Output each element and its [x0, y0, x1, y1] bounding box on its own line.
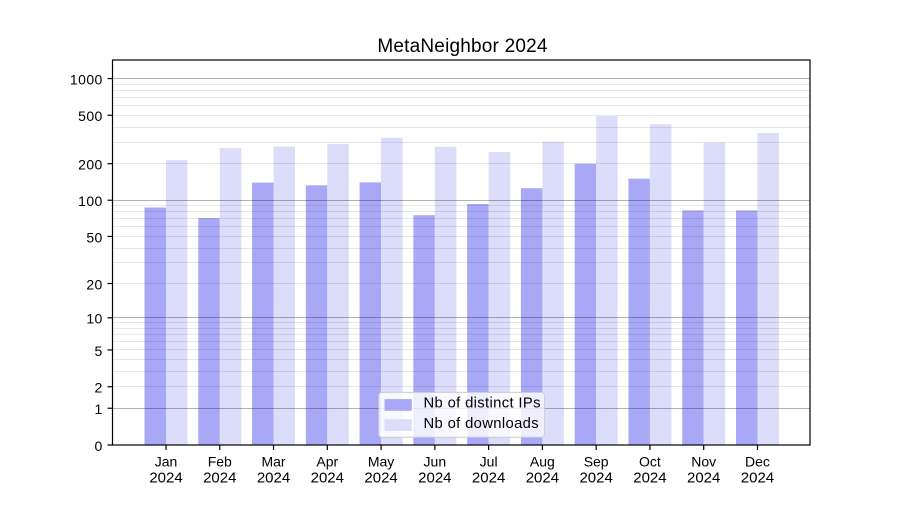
svg-text:Feb: Feb	[208, 453, 232, 469]
svg-text:200: 200	[78, 157, 103, 173]
svg-text:2024: 2024	[687, 469, 720, 486]
svg-text:100: 100	[78, 193, 103, 209]
svg-text:2: 2	[95, 380, 103, 396]
svg-text:2024: 2024	[741, 469, 774, 486]
svg-text:Dec: Dec	[745, 453, 770, 469]
svg-text:2024: 2024	[418, 469, 451, 486]
svg-text:Oct: Oct	[639, 453, 661, 469]
svg-text:500: 500	[78, 108, 103, 124]
svg-text:2024: 2024	[364, 469, 397, 486]
svg-text:2024: 2024	[579, 469, 612, 486]
svg-text:Nb of distinct IPs: Nb of distinct IPs	[424, 396, 541, 412]
svg-text:Jan: Jan	[155, 453, 178, 469]
svg-text:Jul: Jul	[480, 453, 498, 469]
svg-text:Nb of downloads: Nb of downloads	[424, 416, 539, 432]
svg-text:Jun: Jun	[424, 453, 447, 469]
svg-text:2024: 2024	[633, 469, 666, 486]
svg-text:20: 20	[86, 276, 102, 292]
svg-text:Mar: Mar	[261, 453, 285, 469]
svg-text:10: 10	[86, 311, 102, 327]
svg-text:0: 0	[95, 438, 103, 454]
svg-text:1: 1	[95, 401, 103, 417]
svg-text:1000: 1000	[70, 71, 103, 87]
svg-text:50: 50	[86, 229, 102, 245]
svg-text:Sep: Sep	[584, 453, 609, 469]
svg-text:Apr: Apr	[316, 453, 338, 469]
svg-text:2024: 2024	[472, 469, 505, 486]
svg-text:Nov: Nov	[691, 453, 716, 469]
svg-text:2024: 2024	[526, 469, 559, 486]
svg-text:2024: 2024	[149, 469, 182, 486]
svg-text:May: May	[368, 453, 394, 469]
svg-text:Aug: Aug	[530, 453, 555, 469]
svg-text:2024: 2024	[311, 469, 344, 486]
svg-text:5: 5	[95, 343, 103, 359]
svg-text:MetaNeighbor 2024: MetaNeighbor 2024	[377, 36, 548, 57]
svg-text:2024: 2024	[203, 469, 236, 486]
svg-text:2024: 2024	[257, 469, 290, 486]
